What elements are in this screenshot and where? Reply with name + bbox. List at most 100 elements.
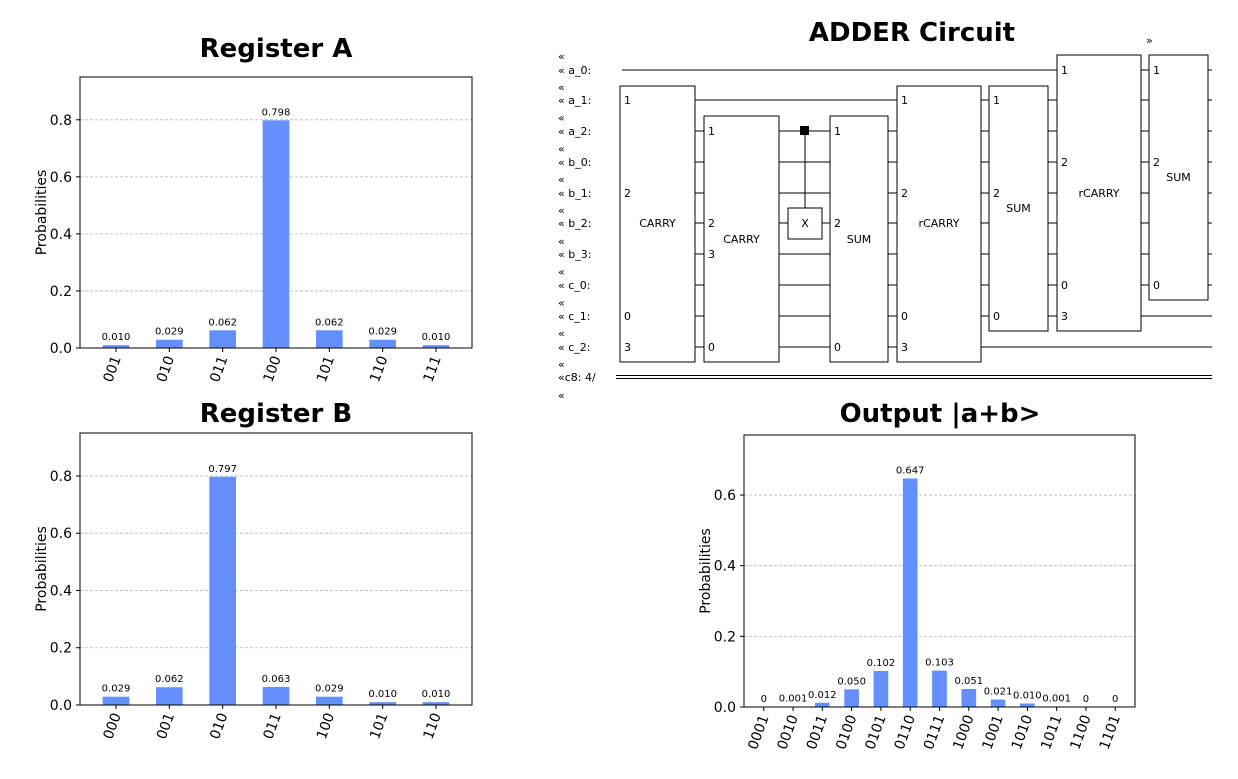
wrap-marker: « [558,50,565,63]
circuit-diagram: ««««««««««««« a_0:« a_1:« a_2:« b_0:« b_… [540,0,1238,400]
x-tick-label: 001 [101,354,125,385]
x-tick-label: 100 [314,711,338,742]
bar-value-label: 0.001 [779,694,808,705]
gate-label: SUM [847,233,872,246]
bar [316,330,343,348]
bar-value-label: 0.012 [808,690,837,701]
bar-value-label: 0.010 [368,689,397,700]
wire-label: « a_0: [558,64,591,77]
y-axis-label: Probabilities [34,526,50,612]
wrap-marker: « [558,235,565,248]
bar-value-label: 0.010 [102,332,131,343]
wire-label: « b_1: [558,187,591,200]
bar-value-label: 0.798 [262,107,291,118]
chart-title: Register B [80,399,472,429]
y-tick-label: 0.0 [50,698,72,714]
wrap-marker: « [558,327,565,340]
x-tick-label: 011 [207,354,231,385]
wrap-marker: « [558,204,565,217]
x-tick-label: 1101 [1097,713,1124,752]
circuit-title: ADDER Circuit [762,18,1062,48]
bar-value-label: 0.029 [155,327,184,338]
bar-value-label: 0.029 [102,684,131,695]
gate-pin-label: 0 [993,310,1000,323]
bar [156,687,183,705]
bar-value-label: 0.103 [925,658,954,669]
y-tick-label: 0.2 [50,284,72,300]
wrap-marker: « [558,389,565,400]
bar-value-label: 0.062 [155,674,184,685]
y-axis-label: Probabilities [698,528,714,614]
gate-pin-label: 3 [1061,310,1068,323]
bar-value-label: 0.001 [1042,694,1071,705]
x-tick-label: 1001 [980,713,1007,752]
gate-pin-label: 1 [624,94,631,107]
bar [991,700,1006,707]
gate-pin-label: 1 [993,94,1000,107]
bar [316,697,343,705]
x-tick-label: 0001 [745,713,772,752]
y-tick-label: 0.6 [50,526,72,542]
bar [874,671,889,707]
bar [1020,703,1035,707]
bar-value-label: 0.010 [422,332,451,343]
x-tick-label: 010 [207,711,231,742]
y-tick-label: 0.4 [50,583,72,599]
gate-pin-label: 3 [901,341,908,354]
wrap-marker: « [558,266,565,279]
gate-pin-label: 0 [708,341,715,354]
gate-pin-label: 1 [1061,64,1068,77]
bar-value-label: 0.062 [315,317,344,328]
bar [103,697,130,705]
x-tick-label: 0111 [921,713,948,752]
wire-label: « b_2: [558,217,591,230]
y-tick-label: 0.8 [50,113,72,129]
output-chart: 0.00.20.40.6000010.00100100.01200110.050… [680,395,1200,775]
y-tick-label: 0.6 [50,170,72,186]
bar-value-label: 0.010 [422,689,451,700]
wire-label: « a_1: [558,94,591,107]
x-tick-label: 100 [261,354,285,385]
chart-title: Output |a+b> [744,399,1136,429]
bar-value-label: 0.063 [262,674,291,685]
bar-value-label: 0.647 [896,465,925,476]
gate-pin-label: 1 [834,125,841,138]
wire-label: « b_0: [558,156,591,169]
y-tick-label: 0.0 [714,700,736,716]
x-tick-label: 0101 [862,713,889,752]
x-tick-label: 110 [367,354,391,385]
wrap-marker: « [558,112,565,125]
y-tick-label: 0.2 [714,629,736,645]
bar [369,340,396,348]
x-tick-label: 0110 [892,713,919,752]
x-tick-label: 1010 [1009,713,1036,752]
bar-value-label: 0.050 [837,676,866,687]
x-tick-label: 101 [314,354,338,385]
x-tick-label: 1100 [1067,713,1094,752]
x-tick-label: 000 [101,711,125,742]
bar [844,689,859,707]
gate-label: rCARRY [1078,187,1119,200]
x-tick-label: 010 [154,354,178,385]
x-tick-label: 101 [367,711,391,742]
bar [263,120,290,348]
gate-pin-label: 2 [624,187,631,200]
bar [156,340,183,348]
bar-value-label: 0.051 [954,676,983,687]
gate-pin-label: 1 [901,94,908,107]
register-b-chart: 0.00.20.40.60.80.0290000.0620010.7970100… [0,395,500,775]
gate-pin-label: 2 [1153,156,1160,169]
bar-value-label: 0.797 [208,464,237,475]
wire-label: « c_0: [558,279,590,292]
gate-pin-label: 2 [901,187,908,200]
gate-pin-label: 2 [993,187,1000,200]
plot-frame [80,433,472,705]
wire-label: « a_2: [558,125,591,138]
gate-label: CARRY [639,217,676,230]
chart-title: Register A [80,34,472,64]
bar-value-label: 0.029 [368,327,397,338]
gate-pin-label: 3 [708,248,715,261]
y-tick-label: 0.0 [50,341,72,357]
